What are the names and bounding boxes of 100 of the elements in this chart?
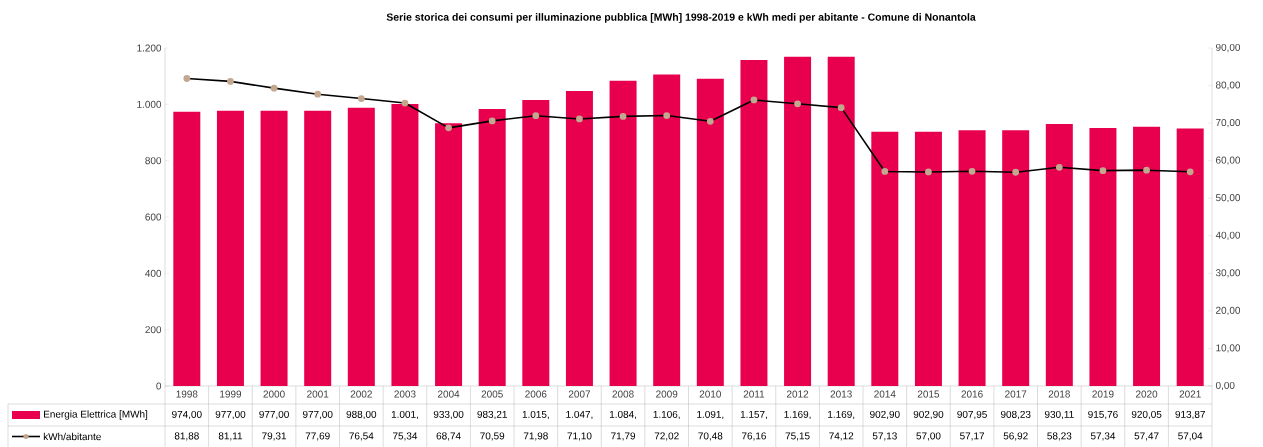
y2-tick-label: 50,00 — [1215, 194, 1241, 203]
x-tick-label: 2006 — [525, 390, 547, 398]
data-label: 57,47 — [1134, 432, 1159, 441]
data-label: 57,17 — [960, 432, 985, 441]
x-tick-label: 2014 — [874, 390, 896, 398]
data-label: 76,54 — [349, 432, 374, 441]
bar — [1133, 126, 1161, 386]
x-tick-label: 2021 — [1179, 390, 1201, 398]
data-label: 902,90 — [913, 410, 944, 420]
y2-tick-label: 40,00 — [1215, 231, 1241, 240]
x-tick-label: 2017 — [1005, 390, 1027, 398]
data-label: 71,98 — [523, 432, 548, 441]
chart-title: Serie storica dei consumi per illuminazione pubblica [MWh] 1998-2019 e kWh medi per abitante - Comune di Nonantola — [386, 13, 976, 23]
y-tick-label: 800 — [145, 157, 162, 165]
x-tick-label: 2010 — [699, 390, 722, 398]
data-label: 81,88 — [174, 432, 199, 441]
data-label: 983,21 — [477, 410, 507, 420]
bar — [740, 60, 768, 386]
bar — [958, 130, 986, 386]
data-label: 74,12 — [829, 432, 854, 441]
y2-tick-label: 0,00 — [1215, 381, 1235, 391]
x-tick-label: 2003 — [394, 390, 416, 398]
data-label: 1.157, — [740, 410, 767, 420]
x-tick-label: 1999 — [220, 390, 242, 398]
data-label: 977,00 — [259, 410, 289, 420]
bar — [1089, 128, 1117, 386]
data-label: 58,23 — [1047, 432, 1072, 441]
y-tick-label: 400 — [145, 269, 162, 277]
data-label: 977,00 — [302, 410, 333, 420]
y2-tick-label: 30,00 — [1215, 269, 1241, 278]
bar — [216, 110, 244, 386]
bar — [696, 78, 724, 386]
bar — [653, 74, 681, 386]
data-label: 71,10 — [567, 432, 592, 441]
x-tick-label: 2009 — [656, 390, 678, 398]
y2-tick-label: 20,00 — [1216, 306, 1241, 316]
y-tick-label: 1.000 — [137, 100, 162, 108]
bar — [435, 123, 463, 386]
data-label: 1.001, — [391, 410, 418, 420]
data-label: 1.084, — [609, 410, 637, 420]
y2-tick-label: 90,00 — [1215, 43, 1241, 53]
bar — [391, 104, 419, 386]
legend-label: Energia Elettrica [MWh] — [44, 410, 148, 420]
data-label: 1.047, — [566, 410, 593, 420]
data-label: 81,11 — [218, 432, 243, 441]
x-tick-label: 2019 — [1092, 390, 1114, 398]
bar — [347, 107, 375, 386]
data-label: 974,00 — [172, 410, 202, 420]
data-label: 933,00 — [433, 410, 464, 420]
bar — [173, 111, 201, 386]
data-label: 930,11 — [1044, 410, 1074, 420]
x-tick-label: 2007 — [568, 390, 591, 398]
bar — [565, 91, 593, 386]
data-label: 77,69 — [305, 432, 330, 441]
data-label: 913,87 — [1175, 410, 1205, 420]
data-label: 75,34 — [393, 432, 418, 441]
bar — [871, 131, 899, 386]
bar — [1002, 130, 1030, 386]
x-tick-label: 2013 — [830, 390, 852, 398]
data-label: 907,95 — [957, 410, 987, 420]
x-tick-label: 1998 — [176, 390, 198, 398]
x-tick-label: 2001 — [307, 390, 329, 398]
y-tick-label: 200 — [145, 326, 162, 334]
y2-tick-label: 80,00 — [1215, 81, 1241, 90]
x-tick-label: 2002 — [350, 390, 372, 398]
x-tick-label: 2016 — [961, 390, 983, 398]
y-tick-label: 0 — [156, 382, 162, 390]
y2-tick-label: 70,00 — [1216, 119, 1241, 128]
data-label: 57,13 — [872, 432, 897, 441]
data-label: 79,31 — [262, 432, 287, 441]
x-tick-label: 2015 — [917, 390, 940, 398]
bar — [304, 110, 332, 386]
x-tick-label: 2011 — [743, 390, 765, 398]
bar — [609, 80, 637, 386]
bar — [478, 109, 506, 386]
data-label: 57,00 — [916, 432, 941, 441]
data-label: 1.015, — [522, 410, 549, 420]
y2-tick-label: 10,00 — [1216, 344, 1241, 353]
data-label: 902,90 — [870, 410, 900, 420]
data-label: 57,34 — [1090, 432, 1116, 441]
x-tick-label: 2005 — [481, 390, 503, 398]
data-label: 977,00 — [215, 410, 246, 420]
data-label: 56,92 — [1003, 432, 1028, 441]
data-label: 988,00 — [346, 410, 377, 420]
data-label: 57,04 — [1178, 432, 1203, 441]
data-label: 920,05 — [1131, 410, 1162, 420]
bar — [827, 56, 855, 386]
data-label: 1.169, — [828, 410, 855, 420]
data-label: 70,59 — [480, 432, 505, 441]
data-label: 68,74 — [436, 432, 461, 441]
data-label: 76,16 — [742, 432, 766, 441]
x-tick-label: 2020 — [1135, 390, 1158, 398]
data-label: 1.106, — [653, 410, 680, 420]
data-label: 1.091, — [697, 410, 724, 420]
bar — [1176, 128, 1204, 386]
y-tick-label: 600 — [145, 213, 162, 221]
x-tick-label: 2008 — [612, 390, 634, 398]
x-tick-label: 2018 — [1048, 390, 1070, 398]
bar — [784, 56, 812, 386]
legend-label: kWh/abitante — [43, 432, 101, 441]
